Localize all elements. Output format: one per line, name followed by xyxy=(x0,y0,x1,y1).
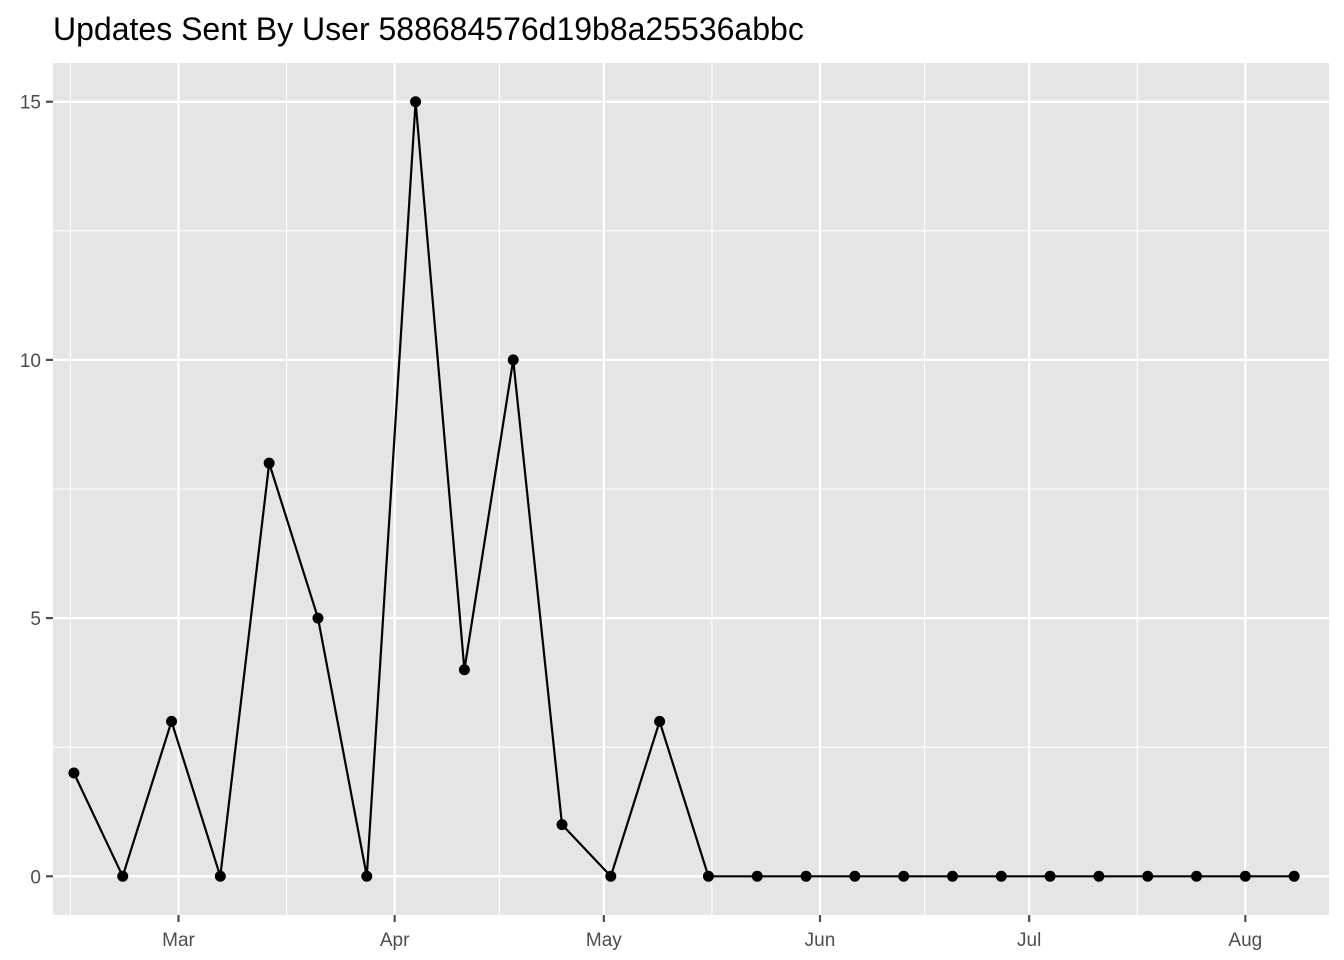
chart-title: Updates Sent By User 588684576d19b8a2553… xyxy=(53,11,804,47)
data-point xyxy=(800,870,812,882)
x-axis-labels: Mar Apr May Jun Jul Aug xyxy=(162,930,1262,951)
series-polyline xyxy=(72,100,1295,878)
data-point xyxy=(849,870,861,882)
x-tick-label: Jul xyxy=(1017,930,1041,951)
data-point xyxy=(117,870,129,882)
y-tick-label: 10 xyxy=(20,351,41,372)
data-point xyxy=(68,767,80,779)
y-tick-label: 0 xyxy=(30,867,41,888)
series-points xyxy=(68,96,1300,882)
data-point xyxy=(1093,870,1105,882)
data-point xyxy=(361,870,373,882)
data-point xyxy=(898,870,910,882)
data-point xyxy=(556,819,568,831)
data-point xyxy=(214,870,226,882)
data-point xyxy=(702,870,714,882)
data-point xyxy=(312,612,324,624)
data-point xyxy=(1044,870,1056,882)
data-point xyxy=(263,457,275,469)
data-point xyxy=(995,870,1007,882)
y-tick-label: 5 xyxy=(30,609,41,630)
data-point xyxy=(946,870,958,882)
data-point xyxy=(1191,870,1203,882)
axis-ticks xyxy=(46,100,1247,922)
x-tick-label: Mar xyxy=(162,930,195,951)
data-point xyxy=(654,715,666,727)
data-point xyxy=(166,715,178,727)
data-point xyxy=(1142,870,1154,882)
data-point xyxy=(751,870,763,882)
x-tick-label: Jun xyxy=(805,930,836,951)
data-point xyxy=(507,354,519,366)
x-tick-label: May xyxy=(586,930,622,951)
grid-major xyxy=(53,63,1329,915)
data-point xyxy=(1239,870,1251,882)
x-tick-label: Apr xyxy=(380,930,410,951)
y-axis-labels: 0 5 10 15 xyxy=(20,93,41,889)
y-tick-label: 15 xyxy=(20,93,41,114)
series-line xyxy=(72,100,1295,878)
data-point xyxy=(458,664,470,676)
data-point xyxy=(410,96,422,108)
data-point xyxy=(605,870,617,882)
x-tick-label: Aug xyxy=(1228,930,1262,951)
data-point xyxy=(1288,870,1300,882)
